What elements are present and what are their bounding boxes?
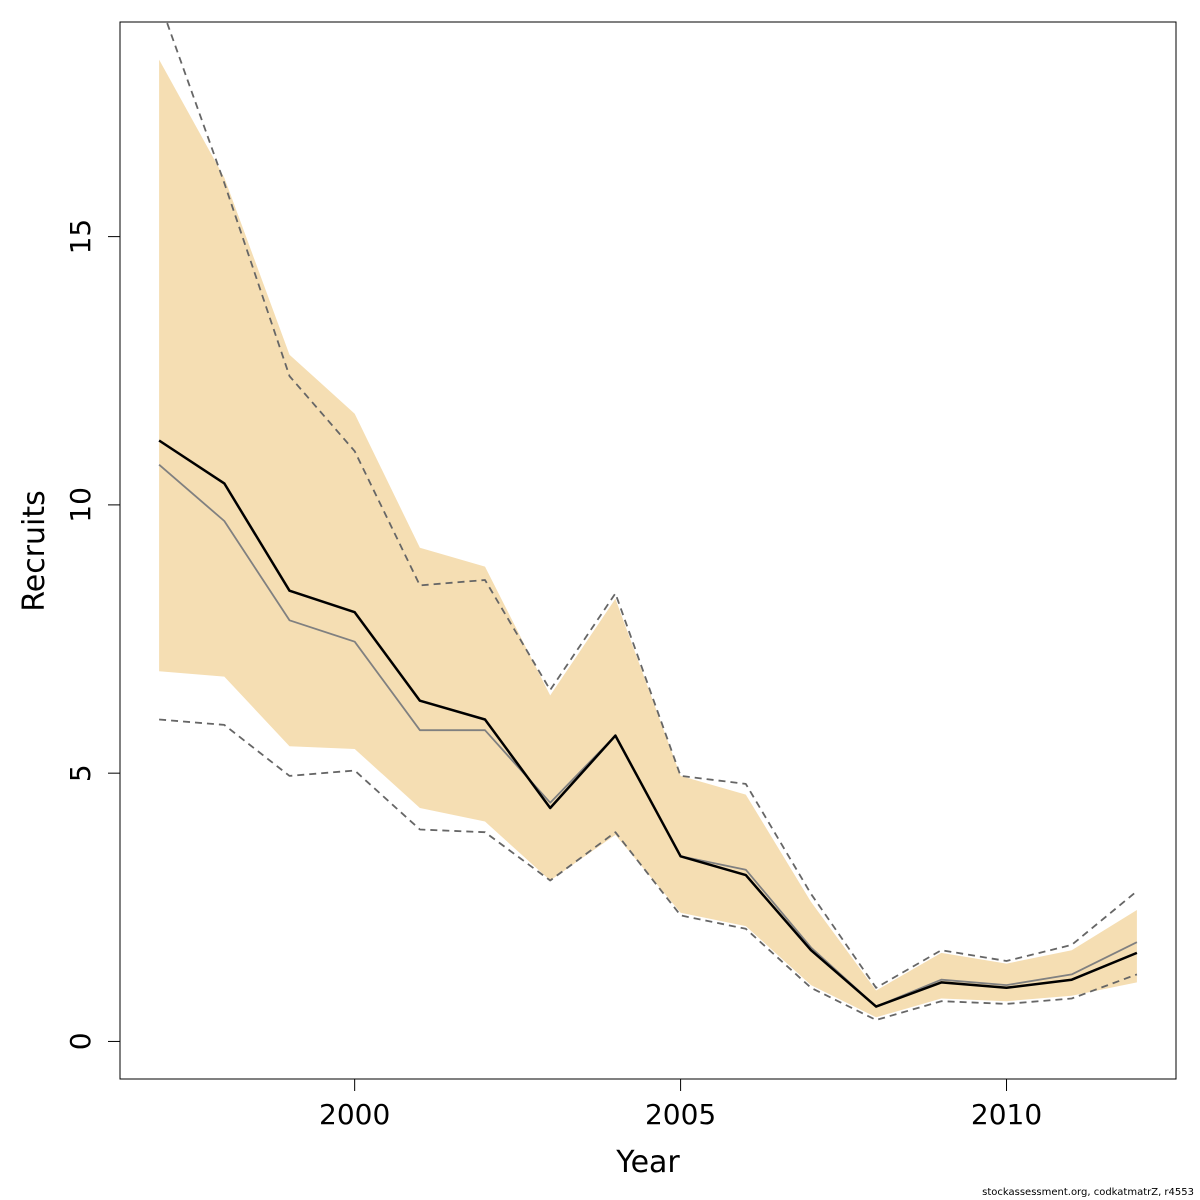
- x-tick-label: 2000: [319, 1098, 390, 1131]
- x-axis: 2000 2005 2010: [319, 1079, 1042, 1131]
- confidence-band: [159, 59, 1137, 1018]
- series-line-3: [159, 718, 1138, 1021]
- x-tick-label: 2010: [971, 1098, 1042, 1131]
- y-tick-label: 10: [64, 487, 97, 523]
- credit-text: stockassessment.org, codkatmatrZ, r4553: [982, 1187, 1194, 1198]
- y-tick-label: 0: [64, 1032, 97, 1050]
- x-axis-title: Year: [615, 1145, 680, 1180]
- plot-frame: [119, 21, 1177, 1080]
- y-tick-label: 15: [64, 219, 97, 255]
- series-layer: [158, 22, 1138, 1021]
- series-line-0: [158, 439, 1138, 1008]
- series-line-2: [165, 22, 1138, 989]
- confidence-band-layer: [159, 59, 1137, 1018]
- y-axis: 0 5 10 15: [64, 219, 120, 1050]
- x-tick-label: 2005: [645, 1098, 716, 1131]
- y-tick-label: 5: [64, 764, 97, 782]
- y-axis-title: Recruits: [17, 490, 52, 612]
